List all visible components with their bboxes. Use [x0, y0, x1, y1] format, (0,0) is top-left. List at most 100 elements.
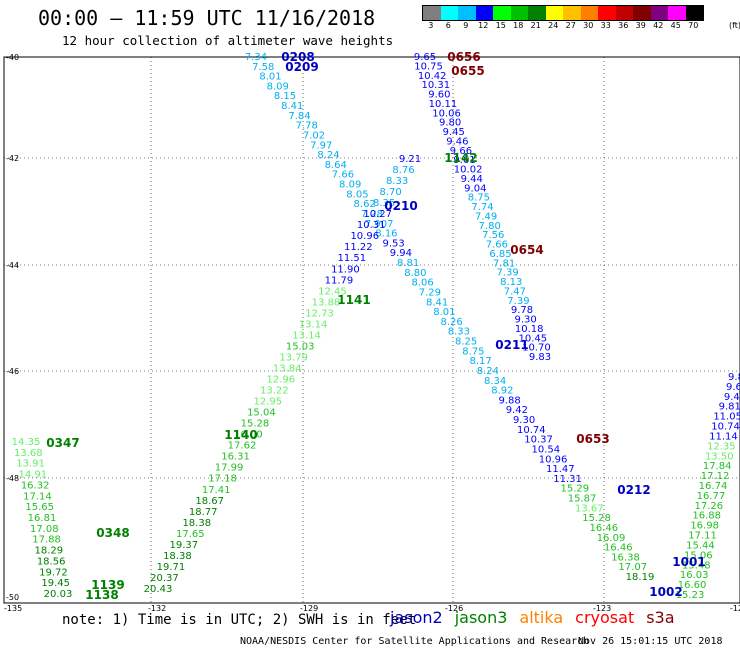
- swh-value: 13.50: [705, 451, 734, 462]
- colorbar-label: 30: [583, 21, 594, 30]
- swh-value: 8.09: [339, 180, 361, 191]
- swh-value: 18.67: [195, 496, 224, 507]
- swh-value: 10.70: [522, 343, 551, 354]
- swh-value: 17.12: [701, 471, 730, 482]
- swh-value: 10.31: [357, 220, 386, 231]
- pass-time-label: 0208: [281, 50, 314, 64]
- swh-value: 8.76: [392, 165, 414, 176]
- swh-value: 19.45: [41, 578, 70, 589]
- swh-value: 15.44: [686, 540, 715, 551]
- swh-value: 18.38: [163, 551, 192, 562]
- swh-value: 7.80: [479, 221, 501, 232]
- swh-value: 16.00: [234, 430, 263, 441]
- colorbar-label: 36: [618, 21, 629, 30]
- swh-value: 9.04: [464, 183, 486, 194]
- swh-value: 10.18: [515, 324, 544, 335]
- swh-value: 11.90: [331, 264, 360, 275]
- swh-value: 9.53: [383, 238, 405, 249]
- swh-value: 10.74: [711, 422, 740, 433]
- swh-value: 18.29: [35, 546, 64, 557]
- swh-value: 16.60: [678, 580, 707, 591]
- swh-value: 9.78: [511, 305, 533, 316]
- swh-value: 10.75: [414, 61, 443, 72]
- pass-time-label: 1142: [444, 151, 477, 165]
- swh-value: 7.34: [245, 52, 267, 63]
- swh-value: 7.28: [361, 209, 383, 220]
- colorbar-swatch: [528, 6, 546, 20]
- swh-value: 8.16: [375, 229, 397, 240]
- swh-value: 17.99: [215, 463, 244, 474]
- swh-value: 13.22: [260, 386, 289, 397]
- swh-value: 13.88: [312, 297, 341, 308]
- colorbar-label: 6: [445, 21, 451, 30]
- swh-value: 8.25: [455, 337, 477, 348]
- lat-label: -50: [6, 593, 19, 602]
- colorbar-swatch: [475, 6, 493, 20]
- swh-value: 6.85: [489, 249, 511, 260]
- swh-value: 20.43: [144, 584, 173, 595]
- swh-value: 9.60: [428, 90, 450, 101]
- swh-value: 16.46: [589, 523, 618, 534]
- pass-time-label: 0209: [285, 60, 318, 74]
- swh-value: 9.94: [390, 248, 412, 259]
- colorbar-label: 24: [548, 21, 559, 30]
- lon-label: -120: [730, 604, 740, 613]
- swh-value: 7.66: [332, 170, 354, 181]
- swh-value: 15.03: [286, 341, 315, 352]
- swh-value: 12.95: [254, 397, 283, 408]
- lon-label: -132: [148, 604, 166, 613]
- swh-value: 9.45: [443, 127, 465, 138]
- swh-value: 9.88: [498, 395, 520, 406]
- map-frame: [3, 56, 740, 604]
- colorbar-swatch: [615, 6, 633, 20]
- colorbar-swatch: [650, 6, 668, 20]
- swh-value: 10.31: [421, 80, 450, 91]
- colorbar-label: 21: [530, 21, 541, 30]
- pass-time-label: 1140: [224, 428, 257, 442]
- swh-value: 15.23: [676, 590, 705, 601]
- colorbar-label: 9: [463, 21, 469, 30]
- pass-time-label: 0212: [617, 483, 650, 497]
- swh-value: 12.35: [707, 441, 736, 452]
- swh-value: 9.6: [726, 382, 740, 393]
- swh-value: 8.26: [440, 317, 462, 328]
- lon-label: -129: [300, 604, 318, 613]
- swh-value: 8.75: [468, 193, 490, 204]
- swh-value: 7.907: [365, 219, 394, 230]
- swh-value: 9.4: [724, 392, 740, 403]
- swh-value: 14.35: [12, 437, 41, 448]
- swh-value: 7.58: [252, 62, 274, 73]
- swh-value: 13.68: [14, 448, 43, 459]
- swh-value: 8.80: [404, 268, 426, 279]
- swh-value: 11.79: [325, 275, 354, 286]
- swh-value: 11.51: [338, 253, 367, 264]
- swh-value: 9.80: [439, 118, 461, 129]
- swh-value: 9.65: [414, 52, 436, 63]
- pass-time-label: 0211: [495, 338, 528, 352]
- colorbar: [422, 5, 704, 21]
- swh-value: 13.84: [273, 363, 302, 374]
- swh-value: 10.74: [517, 425, 546, 436]
- swh-value: 16.46: [604, 543, 633, 554]
- swh-value: 17.07: [618, 562, 647, 573]
- pass-time-label: 0656: [447, 50, 480, 64]
- swh-value: 16.77: [697, 491, 726, 502]
- swh-value: 8.17: [469, 356, 491, 367]
- swh-value: 15.65: [25, 502, 54, 513]
- swh-value: 17.26: [694, 501, 723, 512]
- swh-value: 7.56: [482, 230, 504, 241]
- colorbar-swatch: [580, 6, 598, 20]
- credit-date: Nov 26 15:01:15 UTC 2018: [578, 636, 723, 647]
- swh-value: 11.47: [546, 464, 575, 475]
- swh-value: 9.83: [529, 352, 551, 363]
- swh-value: 19.37: [170, 540, 199, 551]
- colorbar-swatch: [493, 6, 511, 20]
- colorbar-unit: (ft): [729, 21, 740, 30]
- swh-value: 10.96: [539, 454, 568, 465]
- colorbar-label: 45: [670, 21, 681, 30]
- swh-value: 8.70: [379, 187, 401, 198]
- swh-value: 18.38: [182, 518, 211, 529]
- colorbar-label: 33: [600, 21, 611, 30]
- swh-value: 19.71: [157, 562, 186, 573]
